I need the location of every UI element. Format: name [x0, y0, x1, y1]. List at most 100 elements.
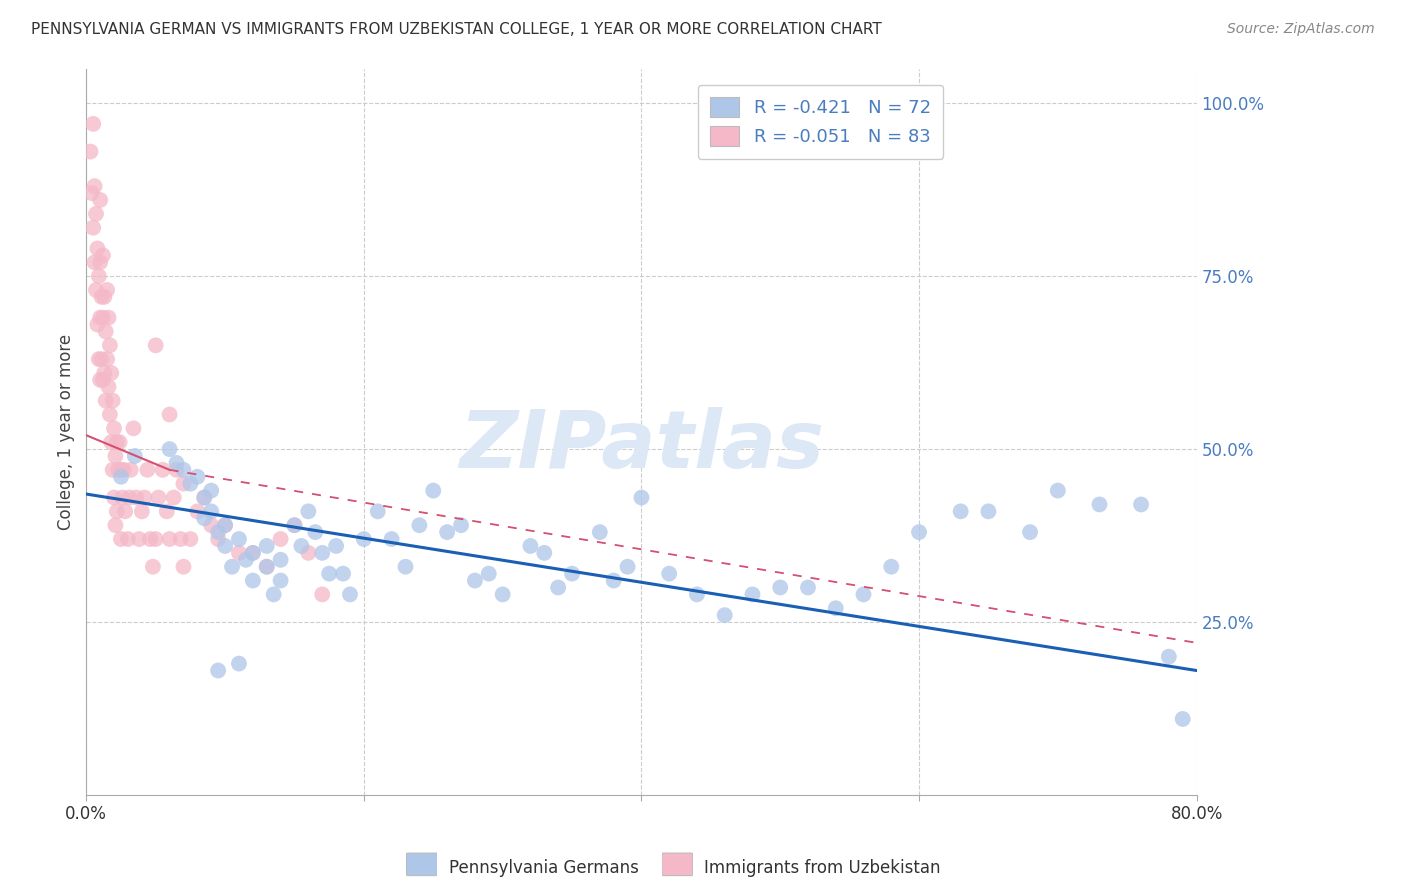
Point [110, 463, 132, 477]
Point [131, 504, 153, 518]
Point [98, 408, 121, 422]
Point [256, 559, 278, 574]
Point [242, 546, 264, 560]
Point [228, 546, 250, 560]
Point [105, 435, 128, 450]
Point [186, 504, 208, 518]
Point [478, 566, 501, 581]
Point [112, 463, 135, 477]
Point [122, 421, 145, 435]
Y-axis label: College, 1 year or more: College, 1 year or more [58, 334, 75, 530]
Point [91, 373, 114, 387]
Point [1130, 498, 1153, 512]
Point [82, 117, 104, 131]
Point [977, 504, 1000, 518]
Point [86, 242, 108, 256]
Point [100, 435, 122, 450]
Point [602, 574, 624, 588]
Point [908, 525, 931, 540]
Point [339, 587, 361, 601]
Point [193, 491, 215, 505]
Point [332, 566, 354, 581]
Point [304, 525, 326, 540]
Point [84, 283, 107, 297]
Point [97, 380, 120, 394]
Point [408, 518, 430, 533]
Point [156, 504, 179, 518]
Point [118, 491, 141, 505]
Point [120, 463, 142, 477]
Point [686, 587, 709, 601]
Point [80, 186, 103, 200]
Point [96, 283, 118, 297]
Point [297, 504, 319, 518]
Point [1157, 649, 1180, 664]
Point [436, 525, 458, 540]
Point [163, 491, 186, 505]
Point [145, 338, 167, 352]
Point [124, 449, 146, 463]
Point [242, 574, 264, 588]
Text: ZIPatlas: ZIPatlas [458, 408, 824, 485]
Point [172, 476, 194, 491]
Text: Immigrants from Uzbekistan: Immigrants from Uzbekistan [704, 859, 941, 877]
Point [311, 546, 333, 560]
Point [179, 476, 201, 491]
Point [82, 220, 104, 235]
Point [1088, 498, 1111, 512]
Point [139, 532, 162, 546]
Point [1171, 712, 1194, 726]
Point [103, 421, 125, 435]
Point [589, 525, 612, 540]
Point [98, 338, 121, 352]
Point [214, 539, 236, 553]
FancyBboxPatch shape [406, 853, 437, 876]
Point [464, 574, 486, 588]
Point [207, 525, 229, 540]
Point [533, 546, 555, 560]
Point [325, 539, 347, 553]
Point [166, 463, 188, 477]
Point [93, 366, 115, 380]
Point [228, 657, 250, 671]
Point [142, 559, 165, 574]
Point [519, 539, 541, 553]
Point [94, 325, 117, 339]
Point [193, 511, 215, 525]
Point [200, 483, 222, 498]
Point [852, 587, 875, 601]
Point [367, 504, 389, 518]
Point [159, 442, 181, 456]
Point [270, 574, 292, 588]
Point [90, 290, 112, 304]
Point [824, 601, 846, 615]
Point [103, 491, 125, 505]
Point [101, 393, 124, 408]
Point [235, 553, 257, 567]
Point [658, 566, 681, 581]
Point [93, 290, 115, 304]
Text: PENNSYLVANIA GERMAN VS IMMIGRANTS FROM UZBEKISTAN COLLEGE, 1 YEAR OR MORE CORREL: PENNSYLVANIA GERMAN VS IMMIGRANTS FROM U… [31, 22, 882, 37]
Point [172, 463, 194, 477]
Point [256, 559, 278, 574]
Point [166, 456, 188, 470]
Point [159, 532, 181, 546]
Point [159, 408, 181, 422]
Point [256, 539, 278, 553]
Point [152, 463, 174, 477]
Point [228, 532, 250, 546]
Point [96, 352, 118, 367]
Point [290, 539, 312, 553]
Point [84, 207, 107, 221]
Point [193, 491, 215, 505]
Point [492, 587, 515, 601]
Point [769, 581, 792, 595]
Point [117, 532, 139, 546]
Point [297, 546, 319, 560]
Point [270, 553, 292, 567]
Point [136, 463, 159, 477]
FancyBboxPatch shape [662, 853, 693, 876]
Point [283, 518, 305, 533]
Point [949, 504, 972, 518]
Point [128, 532, 150, 546]
